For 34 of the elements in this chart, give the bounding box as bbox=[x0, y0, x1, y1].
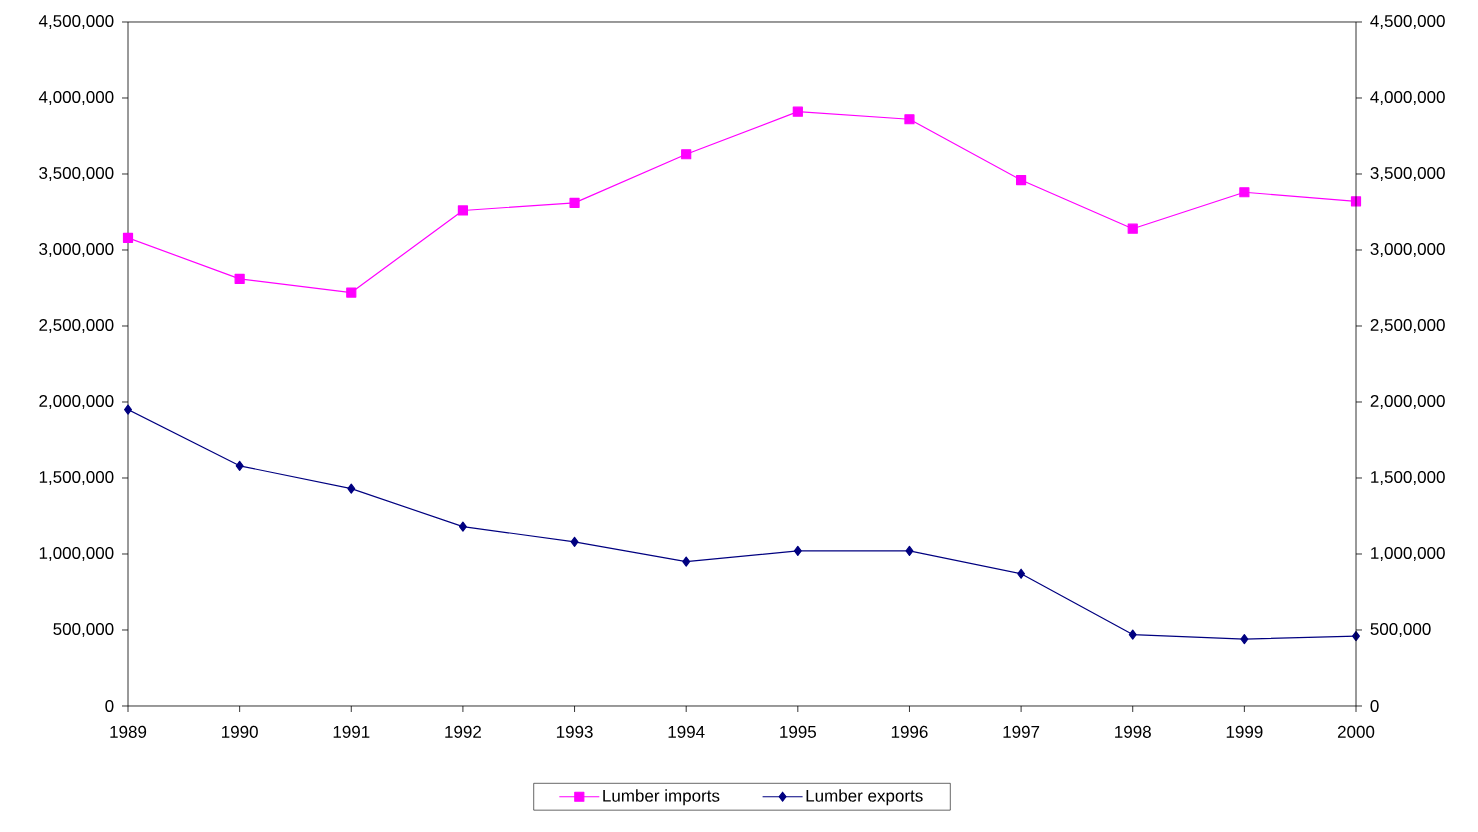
x-tick-label: 1992 bbox=[445, 725, 481, 738]
y2-tick-label: 3,000,000 bbox=[39, 242, 114, 258]
y-tick-label: 2,000,000 bbox=[1370, 394, 1445, 410]
x-tick-label: 1991 bbox=[333, 725, 370, 738]
y-tick-label: 4,500,000 bbox=[1370, 14, 1445, 30]
y2-tick-label: 1,500,000 bbox=[39, 470, 114, 486]
y-tick-label: 4,000,000 bbox=[1370, 90, 1445, 106]
x-tick-label: 1997 bbox=[1003, 725, 1040, 738]
x-tick-label: 1995 bbox=[780, 725, 816, 738]
y-tick-label: 3,000,000 bbox=[1370, 242, 1445, 258]
y-tick-label: 1,000,000 bbox=[1371, 546, 1445, 562]
legend-label: Lumber exports bbox=[806, 789, 923, 806]
legend-label: Lumber imports bbox=[603, 789, 720, 806]
y-tick-label: 0 bbox=[1370, 699, 1379, 713]
y2-tick-label: 0 bbox=[105, 699, 114, 713]
y-tick-label: 2,500,000 bbox=[1370, 318, 1445, 334]
y2-tick-label: 4,000,000 bbox=[38, 90, 114, 106]
x-tick-label: 2000 bbox=[1337, 725, 1375, 738]
x-tick-label: 1994 bbox=[668, 725, 705, 738]
x-tick-label: 1993 bbox=[556, 725, 593, 738]
x-tick-label: 1998 bbox=[1115, 725, 1151, 738]
y-tick-label: 3,500,000 bbox=[1370, 166, 1445, 182]
y2-tick-label: 1,000,000 bbox=[39, 546, 114, 562]
x-tick-label: 1996 bbox=[891, 725, 928, 738]
y2-tick-label: 2,500,000 bbox=[39, 318, 114, 334]
y2-tick-label: 2,000,000 bbox=[39, 394, 114, 410]
y2-tick-label: 3,500,000 bbox=[39, 166, 114, 182]
y2-tick-label: 4,500,000 bbox=[38, 14, 114, 30]
y-tick-label: 500,000 bbox=[1370, 622, 1431, 638]
x-tick-label: 1990 bbox=[222, 725, 258, 738]
x-tick-label: 1989 bbox=[110, 725, 147, 738]
x-tick-label: 1999 bbox=[1226, 725, 1263, 738]
y2-tick-label: 500,000 bbox=[53, 622, 114, 638]
y-tick-label: 1,500,000 bbox=[1371, 470, 1445, 486]
